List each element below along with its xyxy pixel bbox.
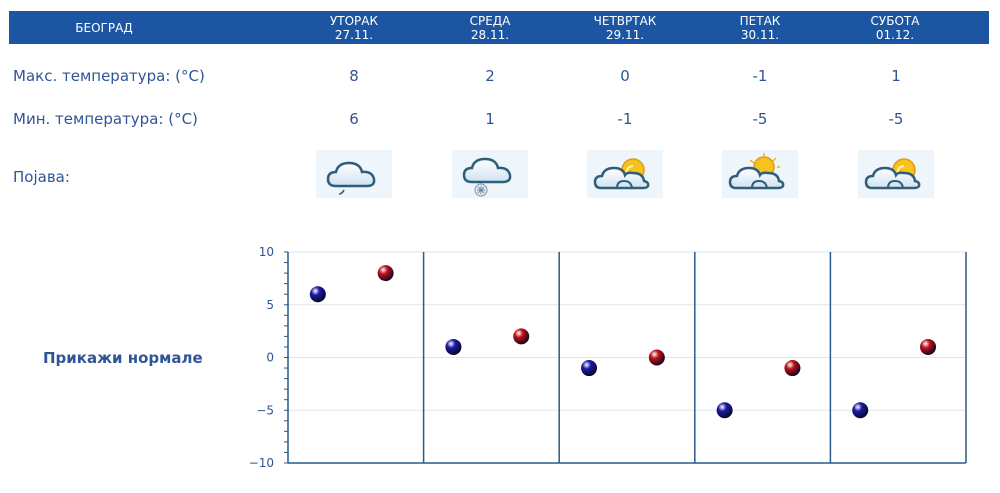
day-name: ЧЕТВРТАК [593,13,657,28]
partly-cloudy-icon [587,150,663,198]
day-name: СРЕДА [469,13,511,28]
min-temp-point [581,360,598,377]
min-temp-point [445,338,462,355]
show-normals-link[interactable]: Прикажи нормале [43,349,203,367]
forecast-header: БЕОГРАД УТОРАК 27.11. СРЕДА 28.11. ЧЕТВР… [9,11,989,44]
max-temp-point [377,265,394,282]
partly-cloudy-icon [722,150,798,198]
max-temp-value: 1 [891,67,901,85]
day-name: УТОРАК [329,13,379,28]
day-header: ЧЕТВРТАК 29.11. [585,11,665,44]
y-tick-label: 5 [266,298,274,312]
cloud-rain-icon [316,150,392,198]
max-temp-point [513,328,530,345]
min-temp-point [716,402,733,419]
min-temp-point [852,402,869,419]
min-temp-value: 1 [485,110,495,128]
min-temp-label: Мин. температура: (°C) [13,110,198,128]
min-temp-value: 6 [349,110,359,128]
day-name: ПЕТАК [739,13,781,28]
day-header: УТОРАК 27.11. [314,11,394,44]
y-tick-label: −10 [249,456,274,470]
day-date: 30.11. [740,27,780,42]
day-date: 01.12. [875,27,915,42]
min-temp-value: -5 [888,110,904,128]
day-header: СРЕДА 28.11. [450,11,530,44]
day-date: 29.11. [605,27,645,42]
y-tick-label: 10 [259,245,274,259]
max-temp-value: 8 [349,67,359,85]
day-name: СУБОТА [870,13,920,28]
max-temp-value: -1 [752,67,768,85]
y-tick-label: 0 [266,351,274,365]
day-header: СУБОТА 01.12. [855,11,935,44]
day-header: ПЕТАК 30.11. [720,11,800,44]
min-temp-value: -1 [617,110,633,128]
max-temp-value: 2 [485,67,495,85]
day-date: 27.11. [334,27,374,42]
max-temp-value: 0 [620,67,630,85]
y-tick-label: −5 [256,403,274,417]
temperature-chart: 10 5 0 −5 −10 [249,245,967,470]
cloud-snow-icon [452,150,528,198]
phenomenon-label: Појава: [13,168,70,186]
partly-cloudy-icon [858,150,934,198]
min-temp-point [309,286,326,303]
city-name: БЕОГРАД [75,20,133,35]
day-date: 28.11. [470,27,510,42]
max-temp-label: Макс. температура: (°C) [13,67,205,85]
max-temp-point [920,338,937,355]
max-temp-point [648,349,665,366]
min-temp-value: -5 [752,110,768,128]
max-temp-point [784,360,801,377]
